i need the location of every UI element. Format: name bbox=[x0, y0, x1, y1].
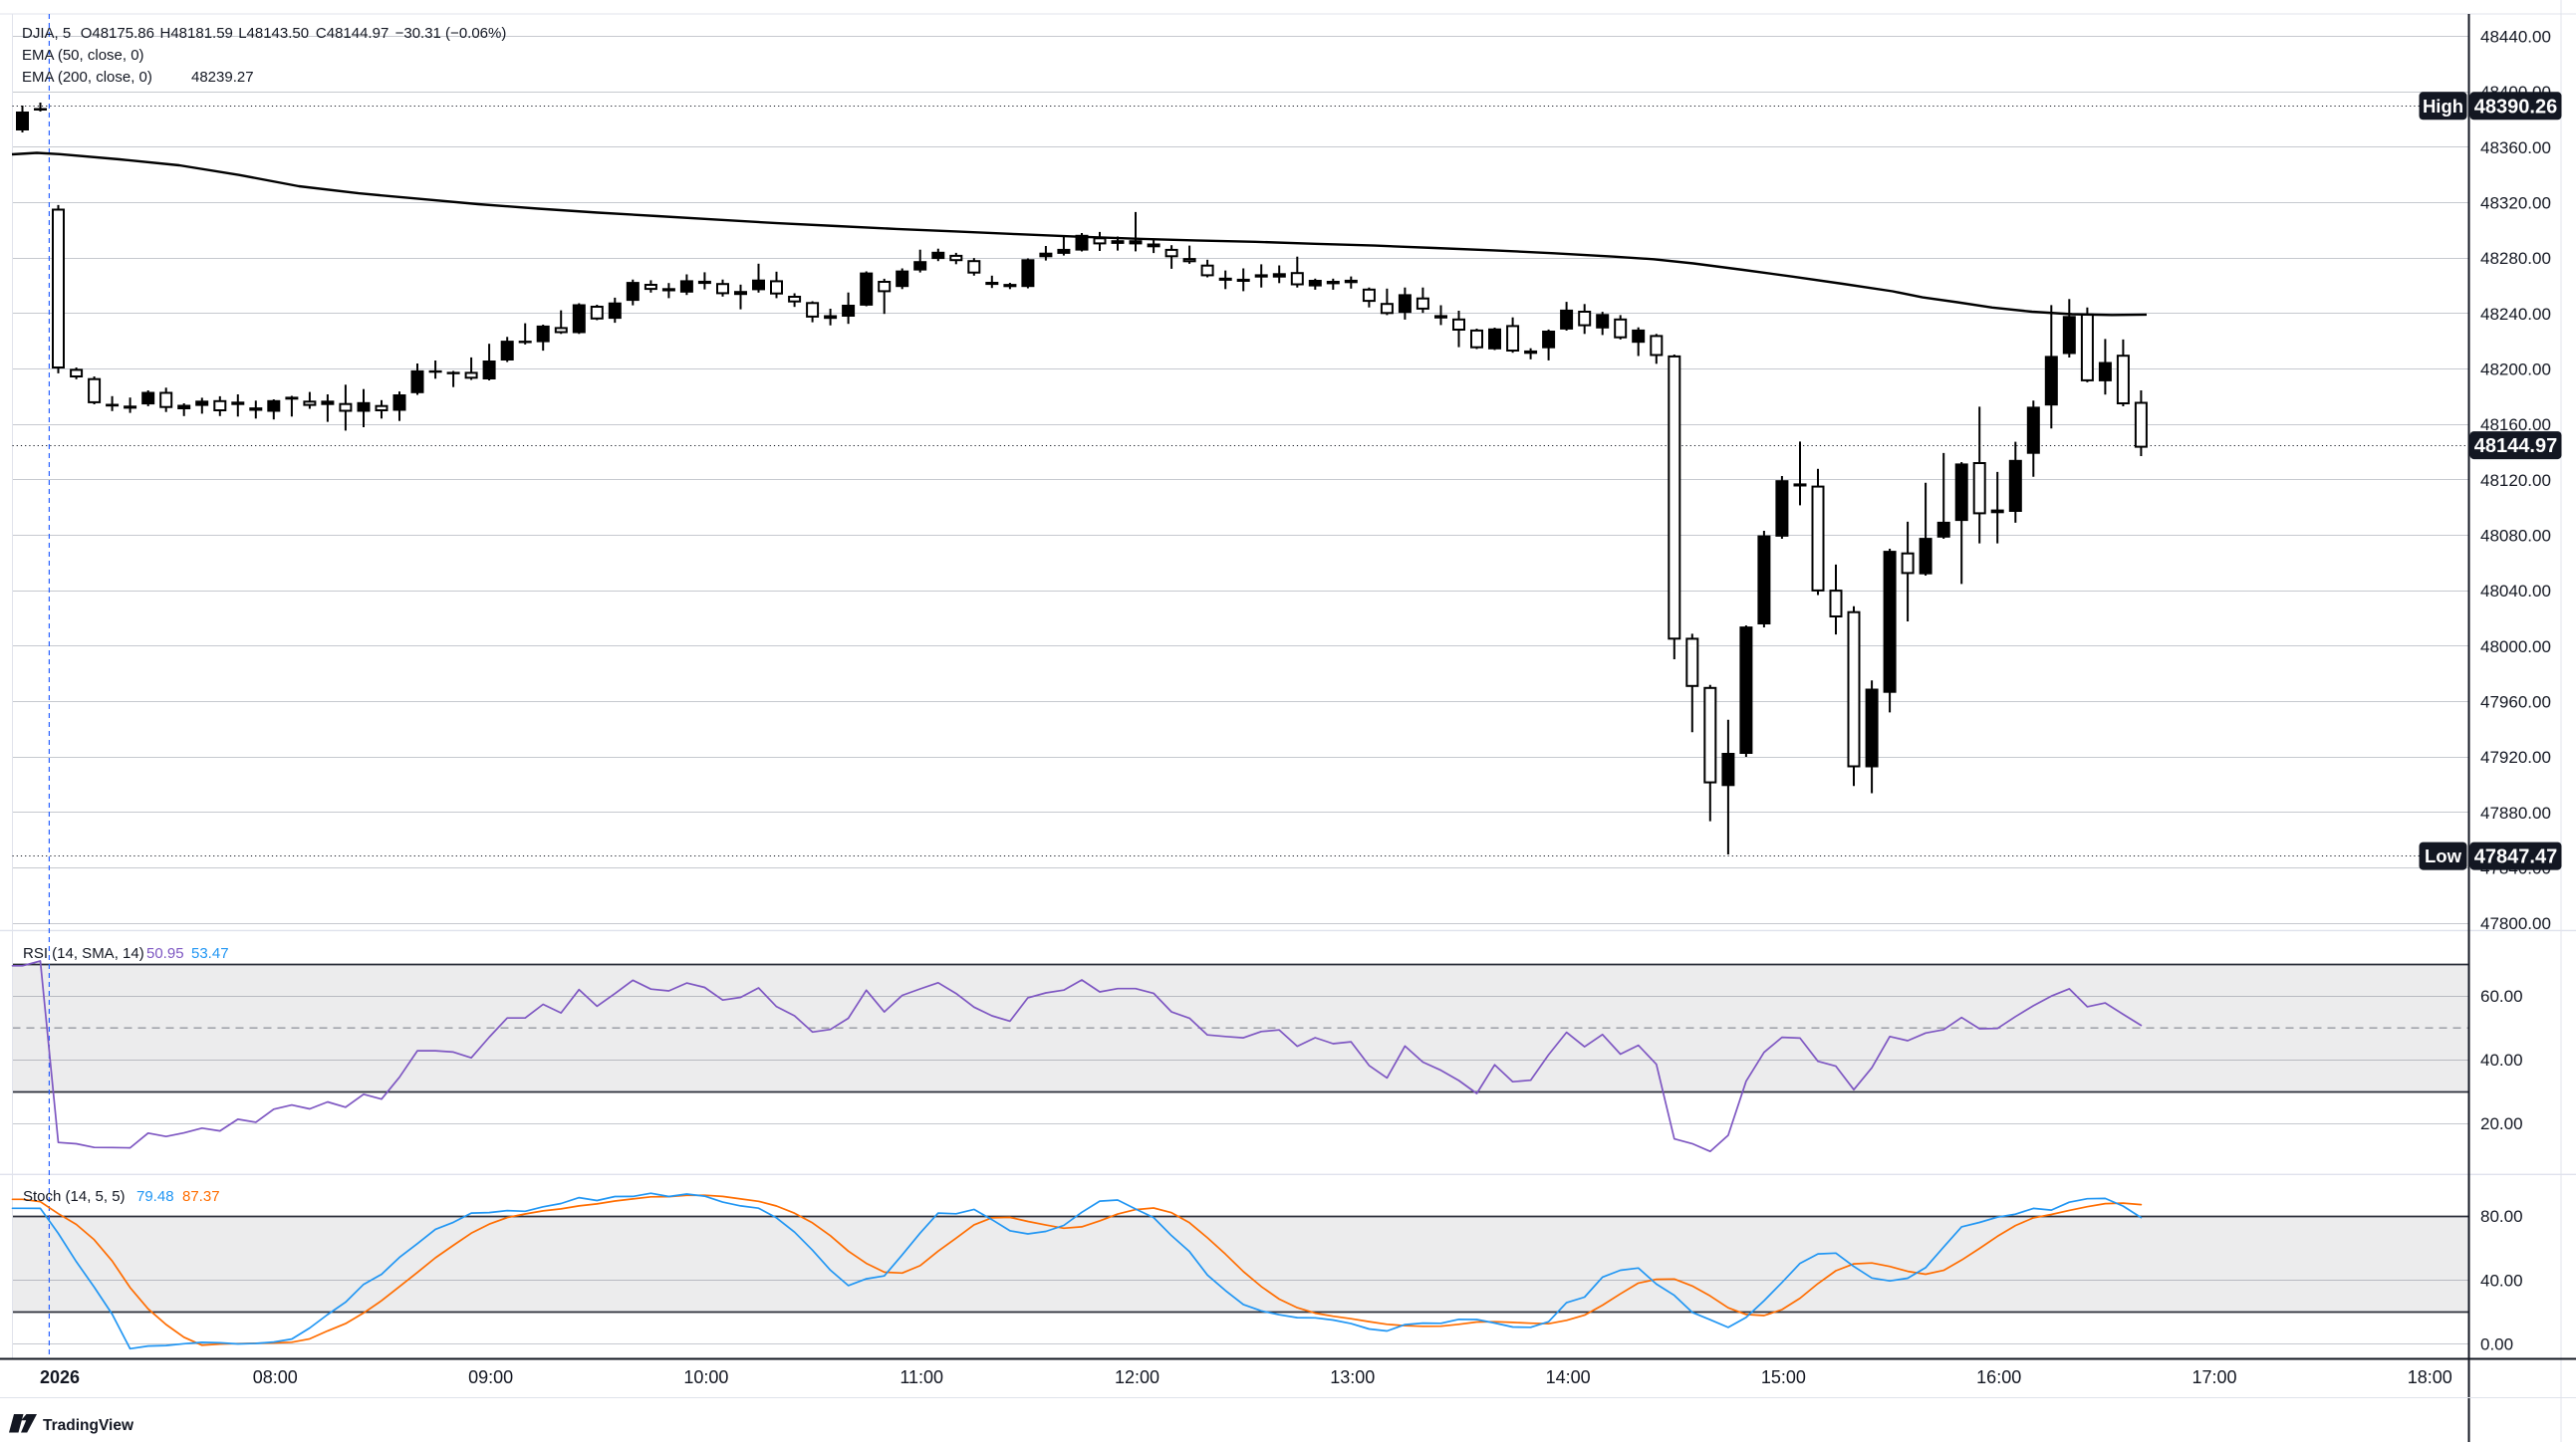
svg-text:48440.00: 48440.00 bbox=[2480, 28, 2551, 47]
svg-text:−30.31 (−0.06%): −30.31 (−0.06%) bbox=[395, 25, 507, 42]
svg-text:48390.26: 48390.26 bbox=[2474, 96, 2557, 118]
svg-text:12:00: 12:00 bbox=[1115, 1367, 1159, 1387]
svg-text:48144.97: 48144.97 bbox=[2474, 435, 2557, 457]
svg-text:48320.00: 48320.00 bbox=[2480, 194, 2551, 213]
svg-text:47800.00: 47800.00 bbox=[2480, 914, 2551, 933]
svg-text:EMA (50, close, 0): EMA (50, close, 0) bbox=[22, 47, 144, 64]
svg-text:C48144.97: C48144.97 bbox=[316, 25, 388, 42]
svg-text:16:00: 16:00 bbox=[1976, 1367, 2021, 1387]
svg-text:40.00: 40.00 bbox=[2480, 1271, 2523, 1290]
svg-text:80.00: 80.00 bbox=[2480, 1207, 2523, 1226]
svg-text:48200.00: 48200.00 bbox=[2480, 361, 2551, 379]
svg-text:50.95: 50.95 bbox=[146, 945, 184, 962]
svg-text:48040.00: 48040.00 bbox=[2480, 582, 2551, 601]
svg-text:48239.27: 48239.27 bbox=[191, 69, 254, 86]
svg-text:11:00: 11:00 bbox=[900, 1367, 943, 1387]
svg-text:10:00: 10:00 bbox=[683, 1367, 728, 1387]
svg-text:60.00: 60.00 bbox=[2480, 987, 2523, 1006]
svg-text:53.47: 53.47 bbox=[191, 945, 229, 962]
svg-text:79.48: 79.48 bbox=[136, 1188, 174, 1205]
svg-text:48080.00: 48080.00 bbox=[2480, 527, 2551, 546]
svg-text:TradingView: TradingView bbox=[43, 1417, 134, 1434]
svg-text:48000.00: 48000.00 bbox=[2480, 637, 2551, 656]
svg-text:13:00: 13:00 bbox=[1330, 1367, 1375, 1387]
svg-text:87.37: 87.37 bbox=[182, 1188, 220, 1205]
svg-text:15:00: 15:00 bbox=[1761, 1367, 1806, 1387]
svg-text:48280.00: 48280.00 bbox=[2480, 249, 2551, 268]
svg-text:2026: 2026 bbox=[40, 1367, 80, 1387]
svg-text:17:00: 17:00 bbox=[2191, 1367, 2236, 1387]
svg-text:0.00: 0.00 bbox=[2480, 1335, 2513, 1354]
svg-text:H48181.59: H48181.59 bbox=[160, 25, 233, 42]
svg-text:47920.00: 47920.00 bbox=[2480, 748, 2551, 767]
svg-text:EMA (200, close, 0): EMA (200, close, 0) bbox=[22, 69, 152, 86]
svg-text:48360.00: 48360.00 bbox=[2480, 138, 2551, 157]
svg-text:09:00: 09:00 bbox=[468, 1367, 513, 1387]
svg-text:47880.00: 47880.00 bbox=[2480, 804, 2551, 823]
svg-text:48240.00: 48240.00 bbox=[2480, 305, 2551, 324]
svg-text:20.00: 20.00 bbox=[2480, 1114, 2523, 1133]
svg-text:48120.00: 48120.00 bbox=[2480, 471, 2551, 490]
svg-text:Stoch (14, 5, 5): Stoch (14, 5, 5) bbox=[23, 1188, 126, 1205]
svg-text:High: High bbox=[2423, 96, 2463, 117]
svg-text:47847.47: 47847.47 bbox=[2474, 846, 2557, 868]
svg-text:47960.00: 47960.00 bbox=[2480, 693, 2551, 712]
svg-text:Low: Low bbox=[2425, 845, 2462, 866]
svg-text:RSI (14, SMA, 14): RSI (14, SMA, 14) bbox=[23, 945, 144, 962]
svg-text:40.00: 40.00 bbox=[2480, 1051, 2523, 1070]
svg-text:48160.00: 48160.00 bbox=[2480, 415, 2551, 434]
svg-text:O48175.86: O48175.86 bbox=[81, 25, 154, 42]
svg-text:DJIA, 5: DJIA, 5 bbox=[22, 25, 71, 42]
svg-text:08:00: 08:00 bbox=[253, 1367, 298, 1387]
svg-text:14:00: 14:00 bbox=[1546, 1367, 1591, 1387]
svg-text:18:00: 18:00 bbox=[2408, 1367, 2452, 1387]
svg-text:L48143.50: L48143.50 bbox=[238, 25, 309, 42]
